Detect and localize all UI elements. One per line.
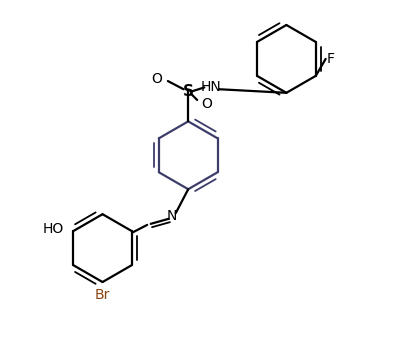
Text: HO: HO	[43, 222, 64, 236]
Text: O: O	[152, 71, 162, 86]
Text: O: O	[201, 96, 212, 111]
Text: S: S	[183, 84, 194, 99]
Text: N: N	[167, 209, 177, 223]
Text: HN: HN	[201, 80, 222, 95]
Text: Br: Br	[95, 287, 110, 302]
Text: F: F	[327, 52, 335, 66]
